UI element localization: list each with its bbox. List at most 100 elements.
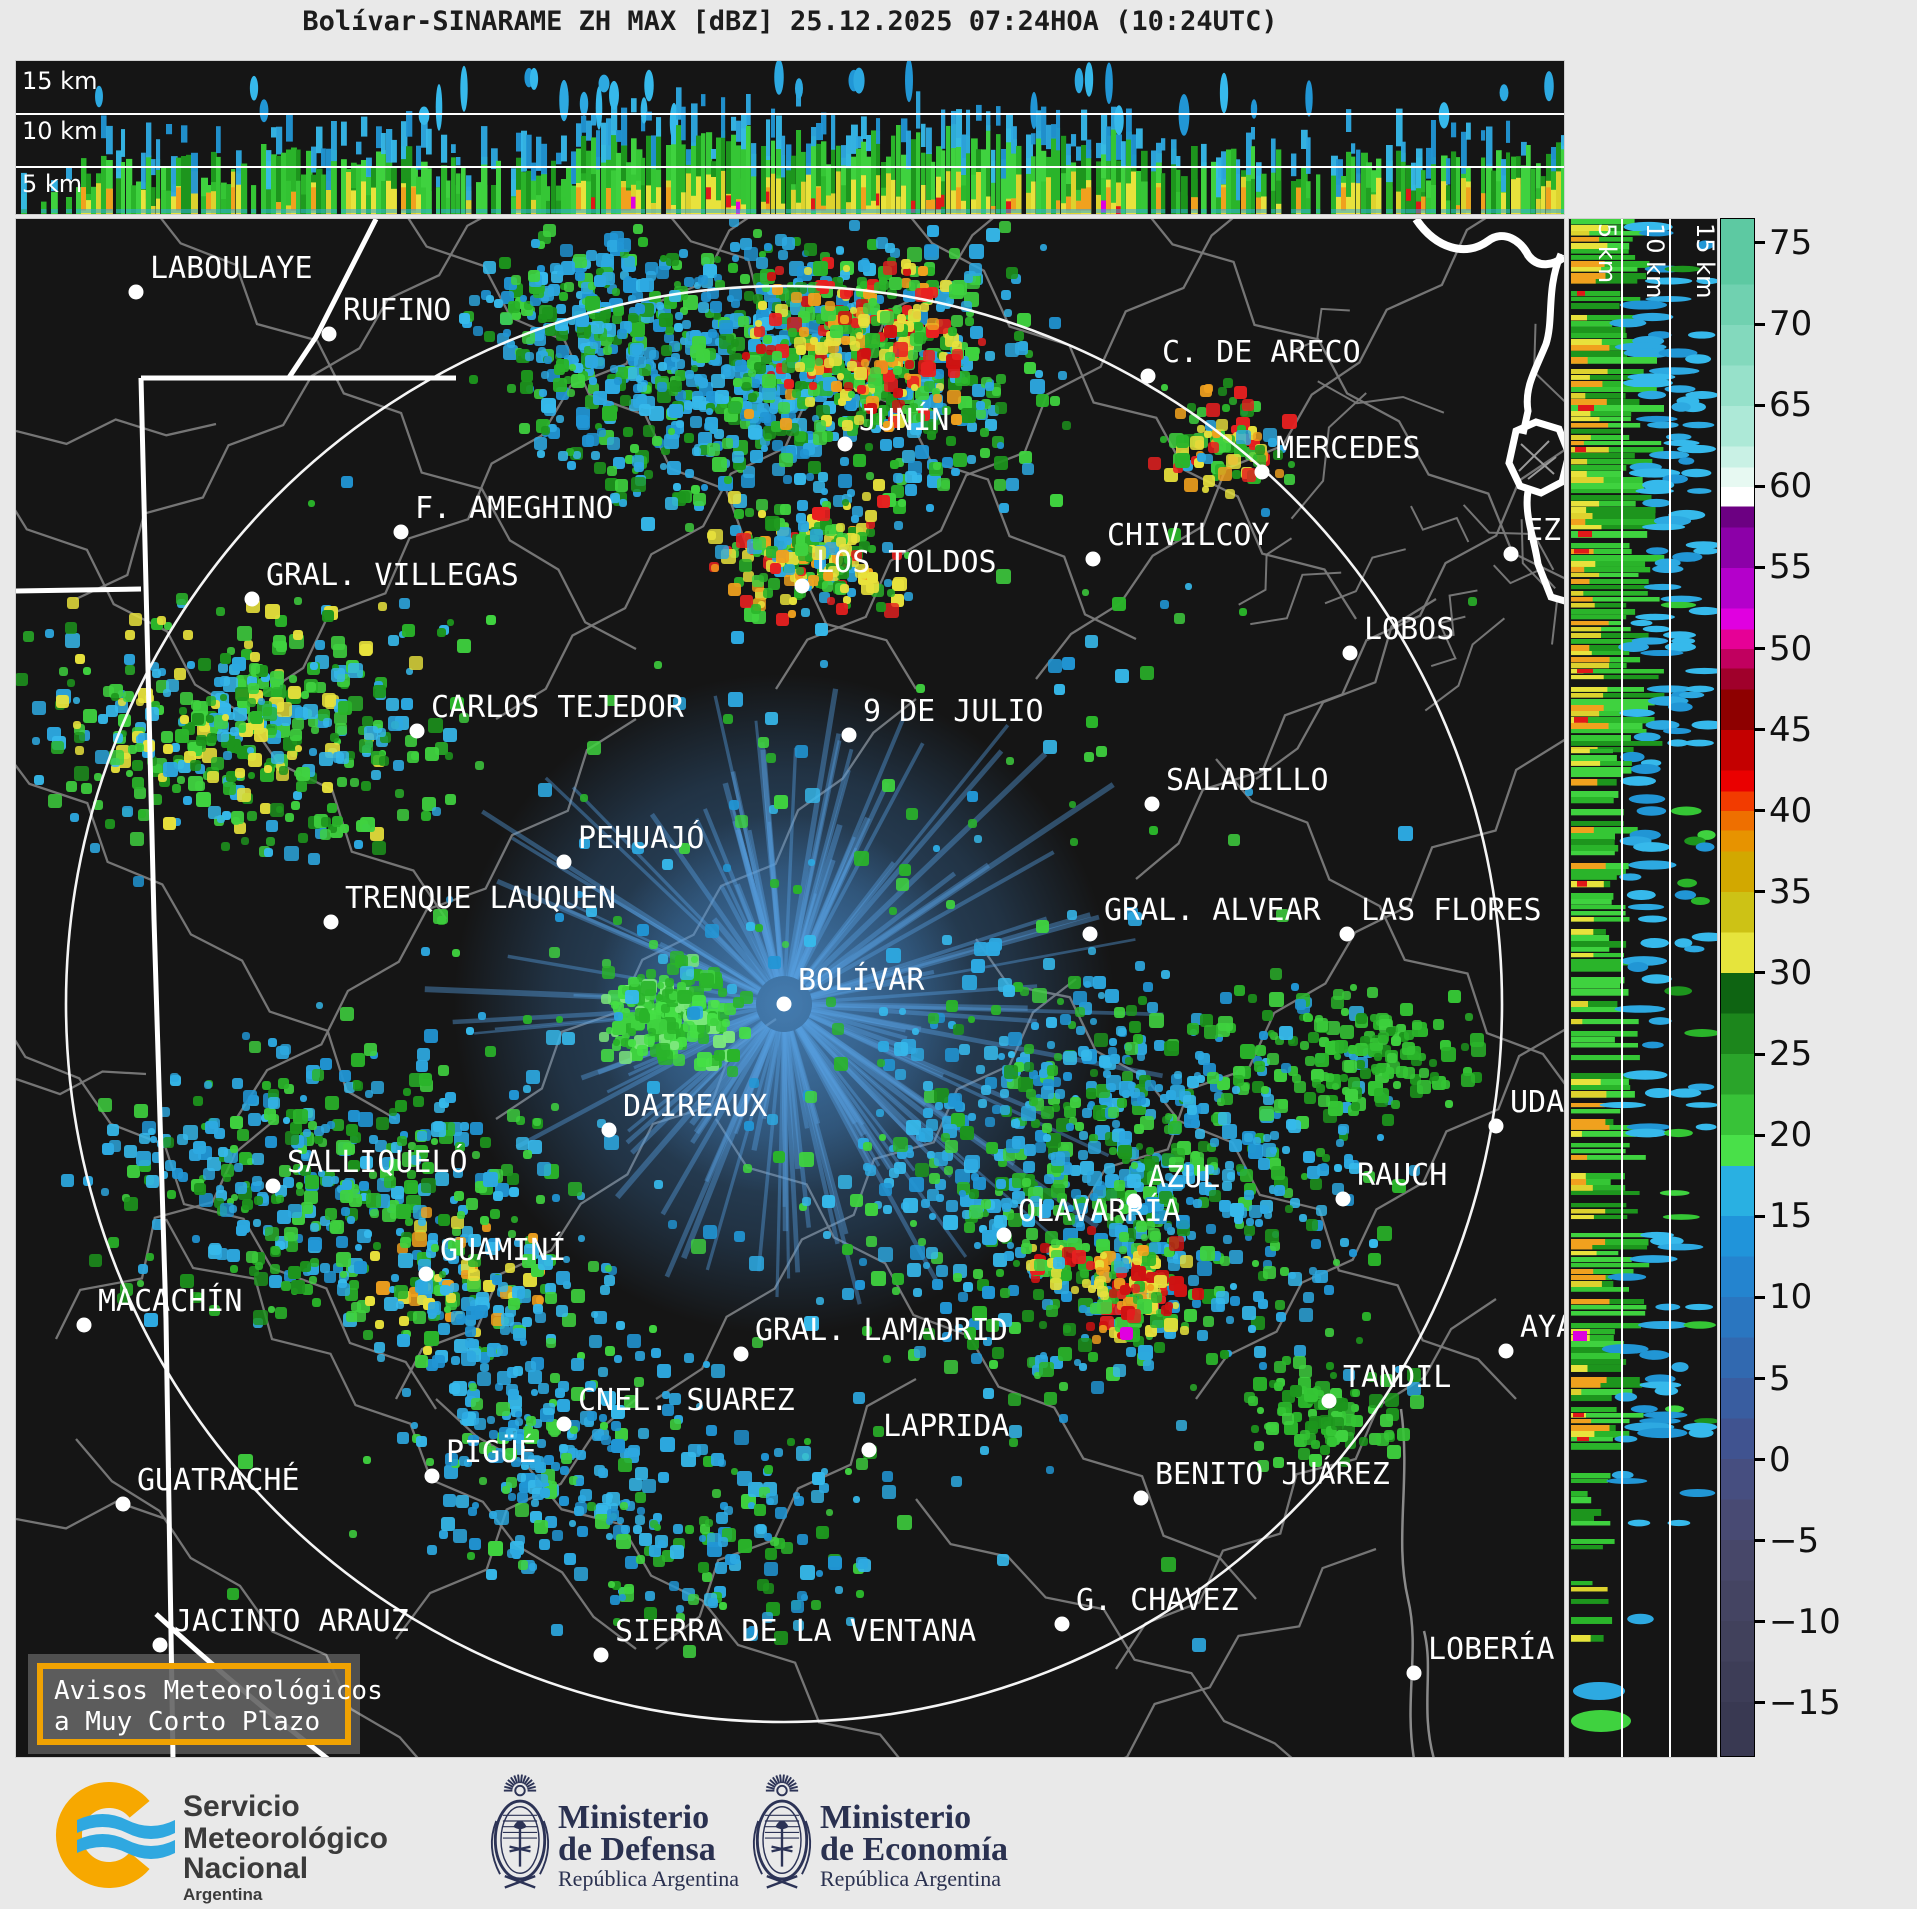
city-dot	[794, 578, 810, 594]
colorbar-tick	[1755, 1133, 1765, 1137]
city-dot	[1335, 1191, 1351, 1207]
city-dot	[1085, 551, 1101, 567]
city-label: MERCEDES	[1276, 431, 1421, 466]
top-cross-section-plot	[21, 61, 1564, 214]
city-label: LAS FLORES	[1361, 893, 1542, 928]
top-cross-section-panel[interactable]: 15 km 10 km 5 km	[15, 60, 1565, 215]
city-label: AZUL	[1148, 1160, 1220, 1195]
colorbar-tick	[1755, 890, 1765, 894]
colorbar-tick-label: 20	[1769, 1115, 1813, 1156]
city-label: DAIREAUX	[623, 1089, 768, 1124]
economia-text-2: de Economía	[820, 1831, 1008, 1868]
city-dot	[418, 1266, 434, 1282]
city-label: F. AMEGHINO	[415, 491, 614, 526]
economia-text-3: República Argentina	[820, 1866, 1001, 1891]
smn-logo[interactable]: Servicio Meteorológico Nacional Argentin…	[55, 1778, 485, 1908]
smn-text-1: Servicio	[183, 1790, 300, 1823]
city-dot	[1503, 546, 1519, 562]
city-label: CHIVILCOY	[1107, 518, 1270, 553]
colorbar-tick-label: 10	[1769, 1277, 1813, 1318]
city-label: GRAL. ALVEAR	[1104, 893, 1322, 928]
city-label: EZE	[1525, 513, 1564, 548]
city-dot	[1406, 1665, 1422, 1681]
colorbar-tick-label: 35	[1769, 871, 1813, 912]
colorbar-tick	[1755, 971, 1765, 975]
city-label: LOS TOLDOS	[816, 545, 997, 580]
city-label: RUFINO	[343, 293, 451, 328]
colorbar-tick	[1755, 1620, 1765, 1624]
colorbar-tick	[1755, 1377, 1765, 1381]
colorbar-tick	[1755, 1295, 1765, 1299]
city-label: SIERRA DE LA VENTANA	[615, 1614, 976, 1649]
colorbar-tick-label: −10	[1769, 1601, 1841, 1642]
city-dot	[556, 1416, 572, 1432]
smn-wave2-icon	[77, 1834, 175, 1859]
city-label: 9 DE JULIO	[863, 694, 1044, 729]
city-label: GRAL. VILLEGAS	[266, 558, 519, 593]
city-dot	[733, 1346, 749, 1362]
colorbar-tick-label: 40	[1769, 790, 1813, 831]
city-label: CNEL. SUAREZ	[578, 1383, 795, 1418]
ministerio-defensa-logo[interactable]: Ministerio de Defensa República Argentin…	[480, 1768, 830, 1908]
colorbar-tick	[1755, 809, 1765, 813]
radar-map-plot: LABOULAYE RUFINO C. DE ARECO JUNÍN MERCEDES F…	[16, 219, 1564, 1757]
city-label: C. DE ARECO	[1162, 335, 1361, 370]
city-label: BOLÍVAR	[798, 962, 925, 998]
warning-line-2: a Muy Corto Plazo	[54, 1707, 321, 1737]
city-label: OLAVARRÍA	[1018, 1193, 1181, 1229]
city-label: MACACHÍN	[98, 1283, 243, 1319]
city-label: GUAMINÍ	[440, 1232, 566, 1268]
city-dot	[128, 284, 144, 300]
city-label: RAUCH	[1357, 1158, 1447, 1193]
city-label: LOBERÍA	[1428, 1631, 1554, 1667]
warning-box[interactable]: Avisos Meteorológicos a Muy Corto Plazo	[28, 1654, 383, 1754]
city-dot	[115, 1496, 131, 1512]
colorbar-tick-label: 30	[1769, 952, 1813, 993]
right-xsec-label-15km: 15 km	[1691, 223, 1718, 299]
smn-text-3: Nacional	[183, 1852, 308, 1885]
city-dot	[1488, 1118, 1504, 1134]
page-title: Bolívar-SINARAME ZH MAX [dBZ] 25.12.2025…	[302, 6, 1278, 37]
colorbar-tick	[1755, 1052, 1765, 1056]
colorbar-tick-label: 50	[1769, 628, 1813, 669]
colorbar-tick	[1755, 728, 1765, 732]
warning-line-1: Avisos Meteorológicos	[54, 1676, 383, 1706]
right-xsec-label-5km: 5 km	[1593, 223, 1621, 284]
smn-ring-icon	[55, 1782, 150, 1888]
city-dot	[76, 1317, 92, 1333]
colorbar-tick-label: 25	[1769, 1034, 1813, 1075]
city-label: BENITO JUÁREZ	[1155, 1456, 1390, 1492]
right-xsec-label-10km: 10 km	[1641, 223, 1669, 299]
top-xsec-label-10km: 10 km	[22, 117, 98, 145]
colorbar-tick	[1755, 241, 1765, 245]
colorbar-tick-label: 0	[1769, 1439, 1791, 1480]
city-dot	[841, 727, 857, 743]
city-dot	[265, 1178, 281, 1194]
colorbar-tick	[1755, 1539, 1765, 1543]
colorbar-tick	[1755, 1701, 1765, 1705]
city-label: PIGÜÉ	[446, 1434, 536, 1470]
city-dot	[424, 1468, 440, 1484]
city-label: JUNÍN	[859, 402, 949, 438]
city-dot	[837, 436, 853, 452]
city-dot	[244, 591, 260, 607]
city-label: AYA	[1520, 1310, 1564, 1345]
city-dot	[776, 996, 792, 1012]
colorbar-tick-label: 70	[1769, 304, 1813, 345]
radar-map-panel[interactable]: LABOULAYE RUFINO C. DE ARECO JUNÍN MERCEDES F…	[15, 218, 1565, 1758]
city-label: LABOULAYE	[150, 251, 313, 286]
city-dot	[323, 914, 339, 930]
city-label: UDAC	[1510, 1085, 1564, 1120]
city-label: SALLIQUELÓ	[287, 1143, 468, 1180]
ministerio-economia-logo[interactable]: Ministerio de Economía República Argenti…	[742, 1768, 1092, 1908]
colorbar-tick-label: 5	[1769, 1358, 1791, 1399]
defensa-text-1: Ministerio	[558, 1799, 709, 1836]
right-cross-section-plot	[1571, 219, 1717, 1732]
city-label: TRENQUE LAUQUEN	[345, 881, 616, 916]
city-label: SALADILLO	[1166, 763, 1329, 798]
city-dot	[996, 1227, 1012, 1243]
right-cross-section-panel[interactable]: 5 km 10 km 15 km	[1568, 218, 1718, 1758]
top-xsec-5km-line	[16, 166, 1564, 168]
top-xsec-label-5km: 5 km	[22, 170, 83, 198]
